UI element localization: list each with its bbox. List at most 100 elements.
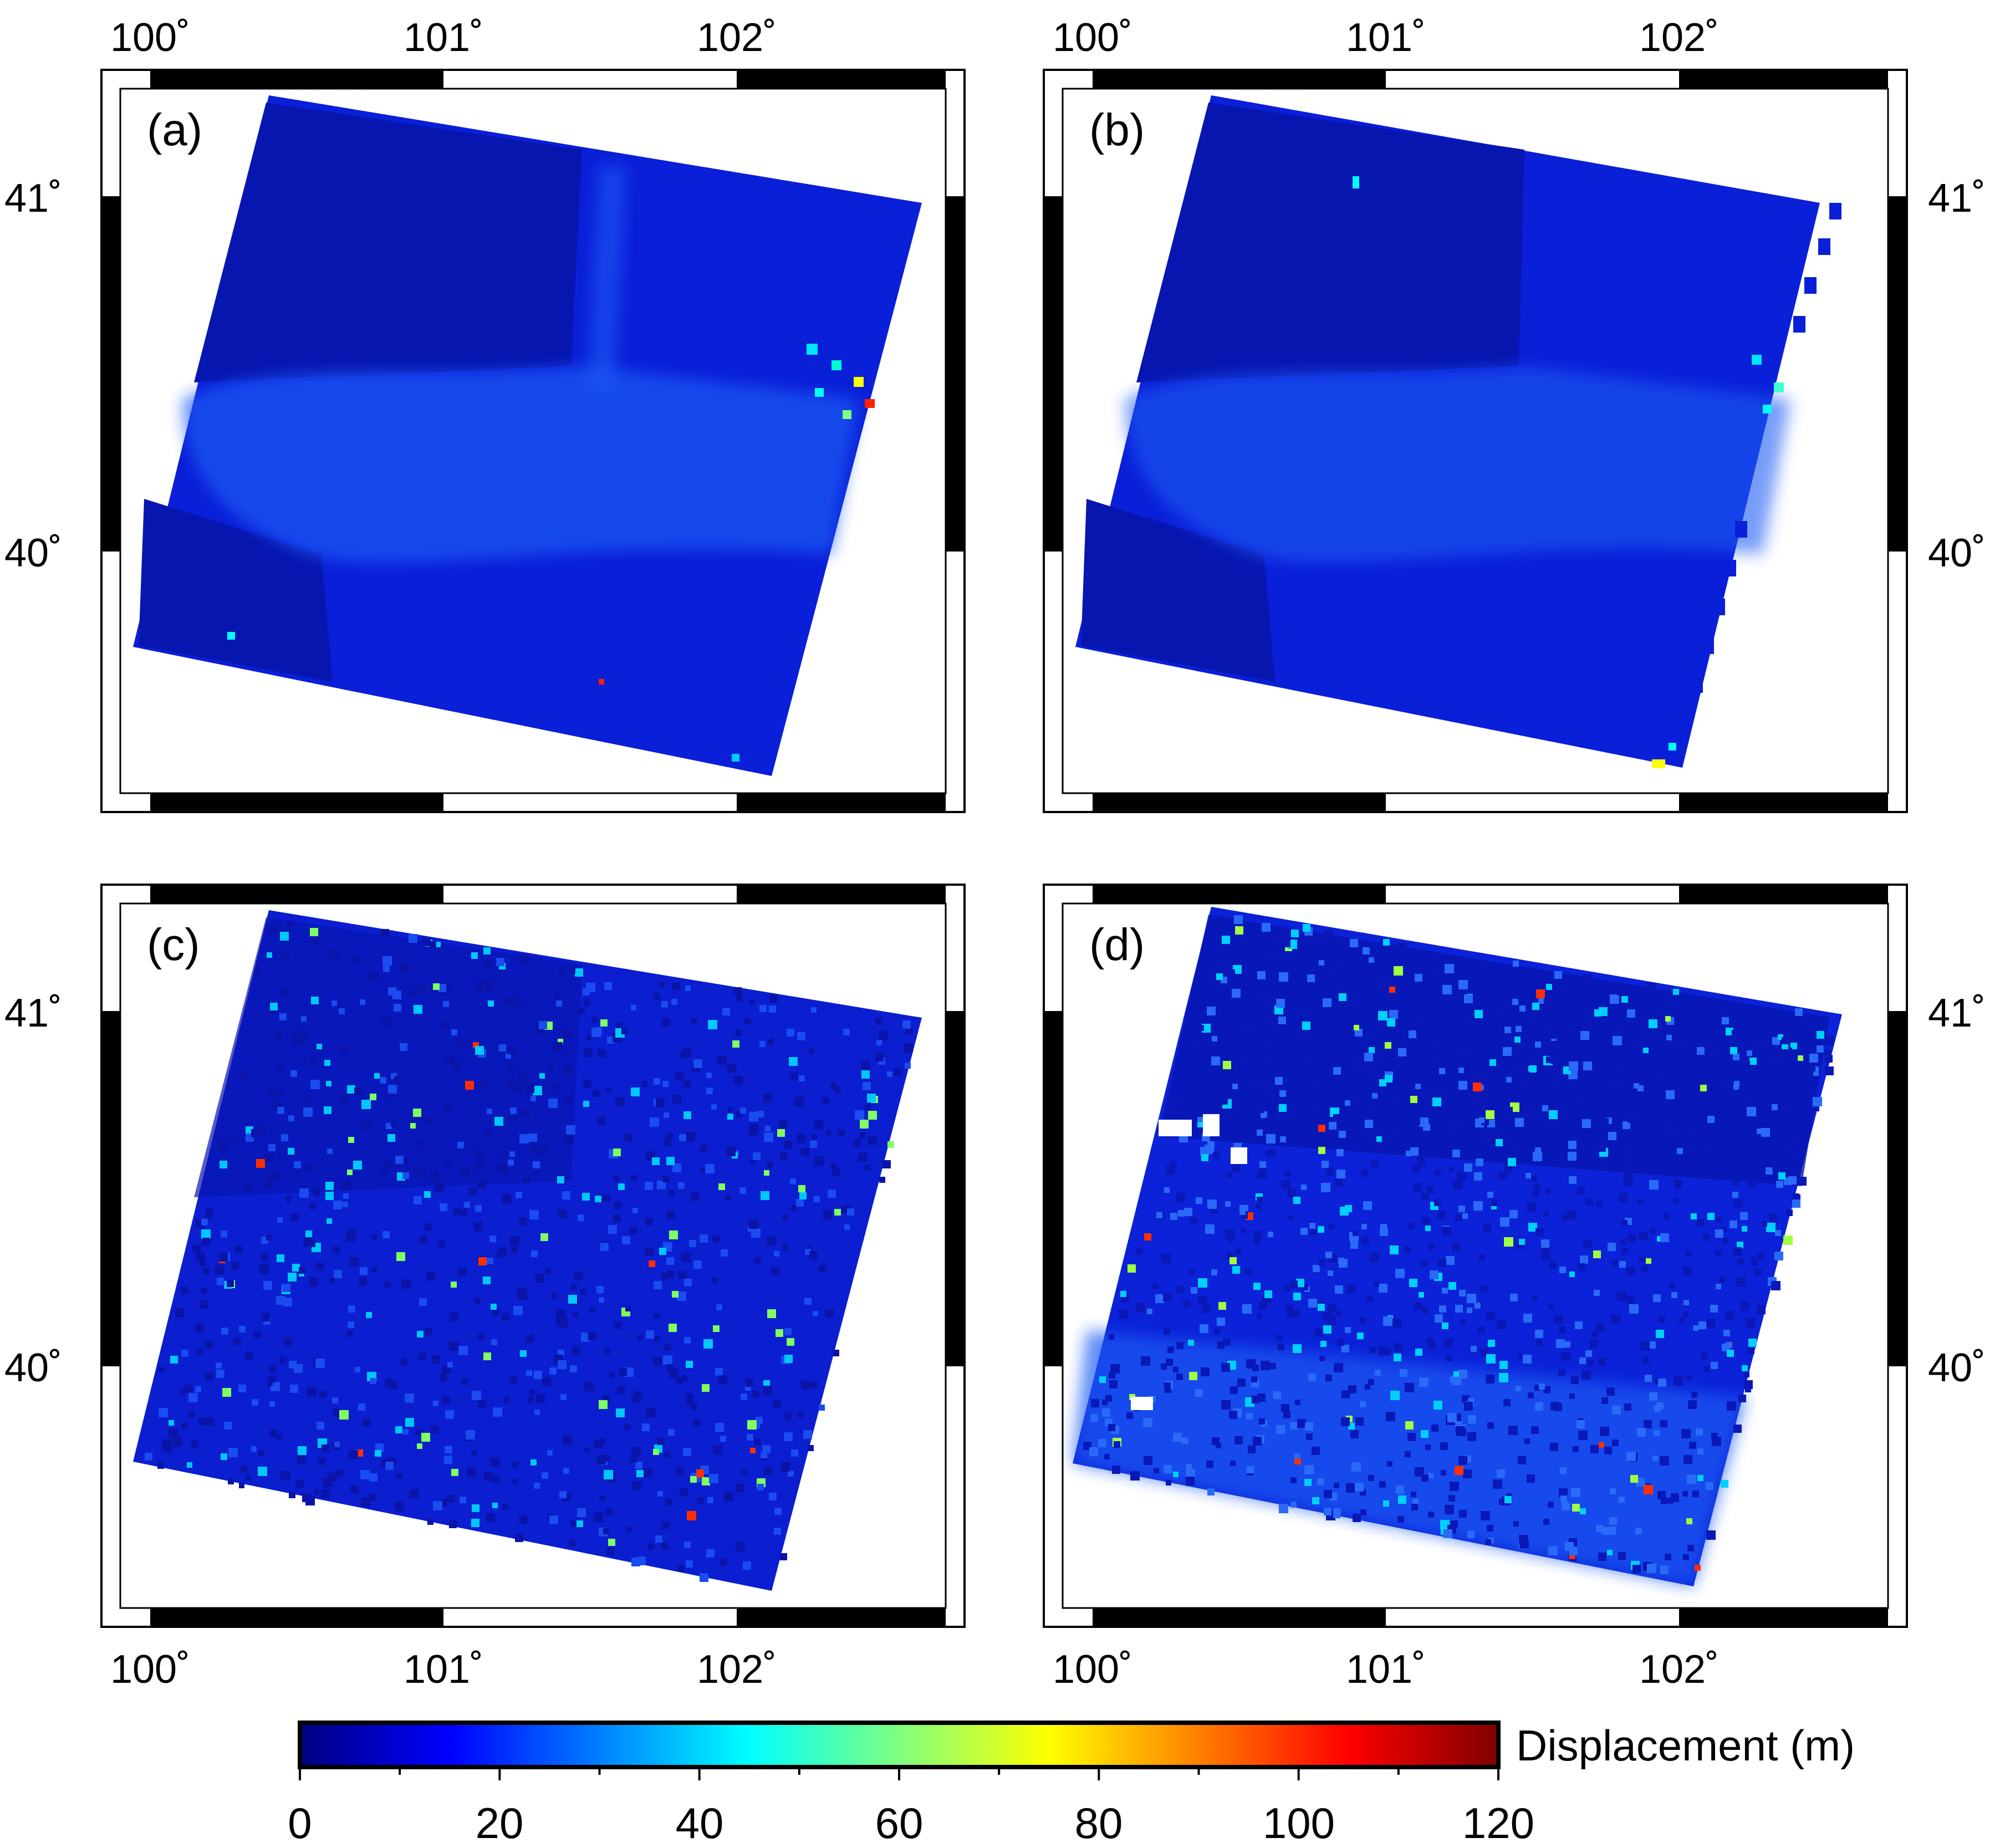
speckle-pixel (1395, 1098, 1402, 1106)
speckle-pixel (1211, 1056, 1220, 1065)
speckle-pixel (1357, 1333, 1364, 1339)
speckle-pixel (1769, 1213, 1778, 1222)
speckle-pixel (1387, 1018, 1395, 1027)
speckle-pixel (1733, 1181, 1738, 1186)
speckle-pixel (868, 1136, 876, 1145)
speckle-pixel (1652, 1456, 1658, 1461)
speckle-pixel (340, 1044, 348, 1053)
speckle-pixel (1327, 968, 1333, 974)
speckle-pixel (1732, 1030, 1738, 1037)
speckle-pixel (691, 1018, 697, 1024)
speckle-pixel (187, 1462, 192, 1468)
speckle-pixel (779, 1120, 788, 1129)
speckle-pixel (1415, 974, 1422, 982)
speckle-pixel (340, 1094, 349, 1102)
lat-labels-left-bottom: 41˚ 40˚ (4, 991, 62, 1390)
speckle-pixel (774, 1528, 781, 1535)
speckle-pixel (1186, 1477, 1195, 1485)
speckle-pixel (502, 1151, 508, 1157)
speckle-pixel (1527, 1145, 1535, 1153)
speckle-pixel (1439, 1305, 1446, 1313)
speckle-pixel (1308, 1038, 1315, 1045)
speckle-pixel (270, 926, 278, 935)
speckle-pixel (1452, 989, 1461, 998)
speckle-pixel (426, 1272, 436, 1281)
speckle-pixel (809, 1048, 814, 1054)
speckle-pixel (1519, 1078, 1528, 1088)
speckle-pixel (1487, 1525, 1493, 1532)
speckle-pixel (1090, 1414, 1098, 1422)
speckle-pixel (1282, 1180, 1290, 1189)
speckle-pixel (530, 1145, 537, 1152)
speckle-pixel (860, 1120, 869, 1129)
speckle-pixel (757, 1111, 764, 1117)
speckle-pixel (1325, 1375, 1332, 1381)
speckle-pixel (1556, 1018, 1564, 1027)
colorbar-tick-label: 120 (1462, 1799, 1534, 1847)
speckle-pixel (1405, 1383, 1414, 1392)
speckle-pixel (749, 1112, 758, 1121)
speckle-pixel (270, 1430, 278, 1437)
speckle-pixel (1341, 1417, 1350, 1426)
speckle-pixel (1513, 961, 1519, 967)
speckle-pixel (231, 1135, 239, 1143)
speckle-pixel (548, 1099, 558, 1108)
speckle-pixel (222, 1388, 231, 1397)
speckle-pixel (1089, 1447, 1098, 1456)
speckle-pixel (1303, 924, 1310, 932)
speckle-pixel (1667, 1498, 1673, 1504)
speckle-pixel (1205, 1224, 1215, 1234)
speckle-pixel (712, 1278, 718, 1283)
speckle-pixel (1614, 1024, 1623, 1033)
speckle-pixel (416, 1140, 422, 1146)
speckle-pixel (216, 1362, 222, 1369)
speckle-pixel (1415, 1467, 1424, 1477)
speckle-pixel (1514, 1043, 1524, 1052)
speckle-pixel (1519, 1005, 1526, 1012)
speckle-pixel (1781, 1145, 1789, 1153)
speckle-pixel (830, 1083, 836, 1089)
speckle-pixel (457, 1038, 465, 1046)
speckle-pixel (1232, 1084, 1238, 1089)
speckle-pixel (1462, 1213, 1468, 1219)
speckle-pixel (1341, 981, 1349, 988)
speckle-pixel (757, 1484, 764, 1490)
speckle-pixel (1166, 1166, 1175, 1175)
speckle-pixel (724, 1492, 733, 1502)
speckle-pixel (1498, 1171, 1507, 1180)
speckle-pixel (570, 1520, 576, 1527)
speckle-pixel (1629, 1304, 1639, 1314)
speckle-pixel (1757, 1129, 1762, 1134)
speckle-pixel (1235, 926, 1243, 935)
speckle-pixel (1268, 1232, 1273, 1237)
speckle-pixel (1383, 1316, 1392, 1326)
speckle-pixel (1665, 1554, 1671, 1560)
speckle-pixel (600, 1019, 608, 1027)
speckle-pixel (491, 1304, 497, 1310)
speckle-pixel (268, 1144, 276, 1151)
speckle-pixel (1792, 1199, 1800, 1208)
speckle-pixel (450, 1313, 458, 1321)
speckle-pixel (604, 1348, 610, 1354)
panel-b-swath (1075, 95, 1841, 768)
speckle-pixel (1778, 1034, 1783, 1040)
speckle-pixel (747, 1420, 757, 1430)
speckle-pixel (1535, 1402, 1543, 1411)
speckle-pixel (558, 1209, 567, 1218)
speckle-pixel (1370, 1347, 1376, 1353)
speckle-pixel (809, 1251, 818, 1259)
speckle-pixel (1565, 1542, 1574, 1551)
speckle-pixel (1581, 1146, 1589, 1154)
speckle-pixel (1446, 1256, 1455, 1265)
speckle-pixel (188, 1411, 195, 1418)
speckle-pixel (1568, 1141, 1577, 1149)
speckle-pixel (1194, 1020, 1200, 1026)
speckle-pixel (1462, 1396, 1468, 1401)
speckle-pixel (1635, 1528, 1642, 1534)
speckle-pixel (1824, 1036, 1834, 1045)
speckle-pixel (1455, 1466, 1463, 1475)
speckle-pixel (331, 1000, 337, 1006)
speckle-pixel (504, 1397, 510, 1403)
speckle-pixel (1697, 1475, 1703, 1481)
speckle-pixel (736, 1111, 742, 1117)
